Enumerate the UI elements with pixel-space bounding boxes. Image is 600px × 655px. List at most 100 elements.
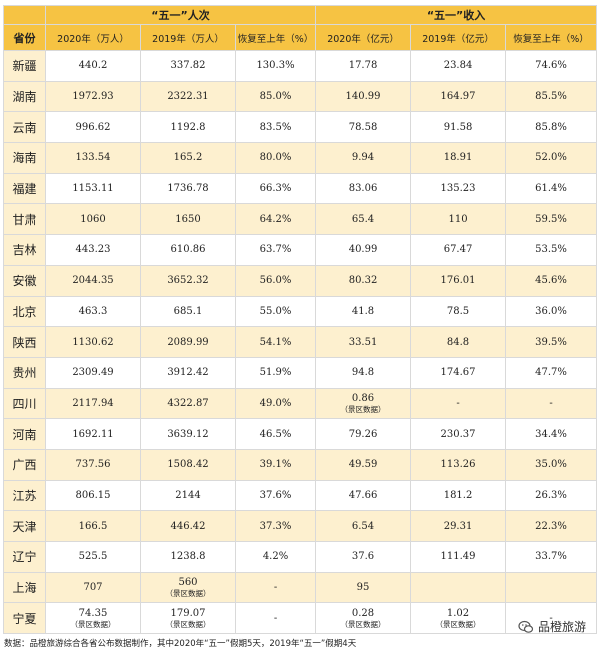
cell-visitors-2020: 707: [45, 571, 141, 604]
cell-revenue-2020: 79.26: [315, 418, 412, 450]
cell-revenue-2020: 41.8: [315, 295, 412, 328]
cell-visitors-recovery: 55.0%: [234, 295, 317, 328]
cell-visitors-2020: 1153.11: [45, 172, 141, 205]
cell-revenue-2019: 230.37: [410, 418, 507, 450]
cell-revenue-recovery: 34.4%: [505, 418, 598, 450]
cell-visitors-2020: 2309.49: [45, 356, 141, 389]
cell-revenue-recovery: [505, 571, 598, 604]
cell-visitors-recovery: -: [234, 602, 317, 635]
cell-visitors-2019: 165.2: [140, 142, 236, 174]
cell-visitors-recovery: 80.0%: [234, 142, 317, 174]
province-name: 北京: [3, 295, 46, 328]
cell-visitors-2019: 1238.8: [140, 541, 236, 573]
cell-revenue-recovery: 45.6%: [505, 264, 598, 297]
cell-revenue-2019: 84.8: [410, 326, 507, 358]
table-row: 上海 707 560 （景区数据） -95: [3, 571, 598, 604]
cell-revenue-2020: 47.66: [315, 479, 412, 512]
cell-visitors-2020: 74.35 （景区数据）: [45, 602, 141, 635]
tourism-data-table: “五一”人次 “五一”收入 省份 2020年（万人） 2019年（万人） 恢复至…: [3, 5, 598, 635]
cell-visitors-2020: 1692.11: [45, 418, 141, 450]
cell-revenue-recovery: 36.0%: [505, 295, 598, 328]
cell-revenue-2020: 94.8: [315, 356, 412, 389]
cell-visitors-2020: 737.56: [45, 448, 141, 481]
table-row: 陕西 1130.62 2089.99 54.1% 33.51 84.8 39.5%: [3, 326, 598, 358]
table-row: 广西 737.56 1508.42 39.1% 49.59 113.26 35.0%: [3, 448, 598, 481]
cell-visitors-recovery: 46.5%: [234, 418, 317, 450]
cell-revenue-2019: 29.31: [410, 510, 507, 542]
brand-name: 品橙旅游: [537, 620, 586, 634]
province-name: 宁夏: [3, 602, 46, 635]
cell-revenue-2019: 18.91: [410, 142, 507, 174]
table-row: 辽宁 525.5 1238.8 4.2% 37.6 111.49 33.7%: [3, 541, 598, 573]
province-name: 辽宁: [3, 541, 46, 573]
cell-visitors-2020: 440.2: [45, 50, 141, 82]
cell-revenue-2019: -: [410, 387, 507, 420]
cell-visitors-2019: 3652.32: [140, 264, 236, 297]
table-row: 吉林 443.23 610.86 63.7% 40.99 67.47 53.5%: [3, 234, 598, 266]
province-name: 安徽: [3, 264, 46, 297]
cell-revenue-2020: 9.94: [315, 142, 412, 174]
cell-value: 0.86: [351, 392, 375, 404]
cell-revenue-recovery: 26.3%: [505, 479, 598, 512]
cell-visitors-2019: 1192.8: [140, 111, 236, 144]
cell-revenue-2019: 1.02 （景区数据）: [410, 602, 507, 635]
cell-revenue-2020: 17.78: [315, 50, 412, 82]
province-name: 江苏: [3, 479, 46, 512]
table-row: 安徽 2044.35 3652.32 56.0% 80.32 176.01 45.6%: [3, 264, 598, 297]
table-row: 天津 166.5 446.42 37.3% 6.54 29.31 22.3%: [3, 510, 598, 542]
cell-revenue-2020: 80.32: [315, 264, 412, 297]
cell-visitors-2019: 3912.42: [140, 356, 236, 389]
table-row: 贵州 2309.49 3912.42 51.9% 94.8 174.67 47.7%: [3, 356, 598, 389]
table-row: 河南 1692.11 3639.12 46.5% 79.26 230.37 34.4%: [3, 418, 598, 450]
cell-note: （景区数据）: [165, 619, 211, 629]
cell-visitors-2020: 133.54: [45, 142, 141, 174]
table-row: 湖南 1972.93 2322.31 85.0% 140.99 164.97 85.5%: [3, 80, 598, 113]
cell-revenue-2019: 174.67: [410, 356, 507, 389]
cell-visitors-2019: 685.1: [140, 295, 236, 328]
cell-visitors-recovery: 4.2%: [234, 541, 317, 573]
cell-value: 560: [178, 577, 198, 589]
cell-visitors-2020: 166.5: [45, 510, 141, 542]
cell-value: 0.28: [351, 607, 375, 619]
cell-visitors-2019: 337.82: [140, 50, 236, 82]
column-header-revenue-recovery: 恢复至上年（%）: [505, 24, 598, 51]
column-header-province: 省份: [3, 24, 46, 51]
cell-revenue-recovery: 59.5%: [505, 203, 598, 236]
table-row: 新疆 440.2 337.82 130.3% 17.78 23.84 74.6%: [3, 50, 598, 82]
wechat-icon: [518, 620, 534, 633]
cell-revenue-2020: 0.86 （景区数据）: [315, 387, 412, 420]
cell-note: （景区数据）: [165, 589, 211, 599]
cell-revenue-recovery: 47.7%: [505, 356, 598, 389]
table-row: 北京 463.3 685.1 55.0% 41.8 78.5 36.0%: [3, 295, 598, 328]
cell-visitors-recovery: 39.1%: [234, 448, 317, 481]
province-name: 四川: [3, 387, 46, 420]
cell-visitors-recovery: 130.3%: [234, 50, 317, 82]
cell-note: （景区数据）: [435, 619, 481, 629]
table-row: 福建 1153.11 1736.78 66.3% 83.06 135.23 61.4%: [3, 172, 598, 205]
cell-value: 74.35: [78, 607, 108, 619]
brand-watermark: 品橙旅游: [518, 618, 586, 635]
cell-visitors-recovery: 54.1%: [234, 326, 317, 358]
cell-visitors-2020: 2044.35: [45, 264, 141, 297]
cell-note: （景区数据）: [70, 619, 116, 629]
cell-revenue-2020: 6.54: [315, 510, 412, 542]
column-header-visitors-2019: 2019年（万人）: [140, 24, 236, 51]
table-row: 宁夏 74.35 （景区数据） 179.07 （景区数据） -0.28 （景区数据） 1.02…: [3, 602, 598, 635]
source-footnote: 数据：品橙旅游综合各省公布数据制作，其中2020年“五一”假期5天，2019年“…: [4, 639, 357, 649]
table-row: 云南 996.62 1192.8 83.5% 78.58 91.58 85.8%: [3, 111, 598, 144]
cell-revenue-2020: 33.51: [315, 326, 412, 358]
group-header-row: “五一”人次 “五一”收入: [3, 5, 598, 25]
cell-visitors-recovery: 37.6%: [234, 479, 317, 512]
cell-revenue-2019: 135.23: [410, 172, 507, 205]
cell-visitors-2020: 806.15: [45, 479, 141, 512]
province-name: 天津: [3, 510, 46, 542]
table-row: 四川 2117.94 4322.87 49.0% 0.86 （景区数据） - -: [3, 387, 598, 420]
cell-visitors-recovery: 66.3%: [234, 172, 317, 205]
column-header-row: 省份 2020年（万人） 2019年（万人） 恢复至上年（%） 2020年（亿元…: [3, 24, 598, 51]
cell-visitors-recovery: 51.9%: [234, 356, 317, 389]
cell-visitors-2020: 1972.93: [45, 80, 141, 113]
cell-revenue-recovery: 35.0%: [505, 448, 598, 481]
cell-revenue-2020: 78.58: [315, 111, 412, 144]
cell-value: 1.02: [446, 607, 470, 619]
cell-revenue-2019: 91.58: [410, 111, 507, 144]
